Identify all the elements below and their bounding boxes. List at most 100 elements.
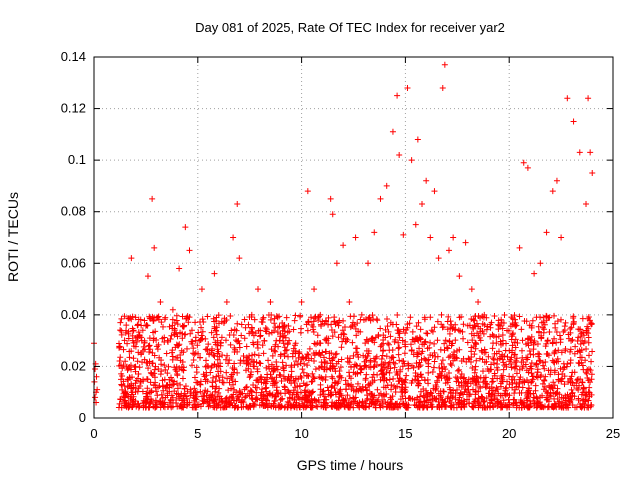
data-point — [549, 188, 556, 195]
data-point — [161, 334, 168, 341]
data-point — [260, 350, 267, 357]
data-point — [494, 366, 501, 373]
data-point — [403, 326, 410, 333]
data-point — [231, 365, 238, 372]
data-point — [236, 387, 243, 394]
data-point — [127, 395, 134, 402]
data-point — [379, 347, 386, 354]
data-point — [254, 366, 261, 373]
data-point — [168, 404, 175, 411]
data-point — [245, 365, 252, 372]
data-point — [341, 397, 348, 404]
data-point — [259, 386, 266, 393]
data-point — [438, 360, 445, 367]
data-point — [540, 318, 547, 325]
data-point — [199, 316, 206, 323]
data-point — [525, 387, 532, 394]
data-point — [436, 364, 443, 371]
data-point — [462, 239, 469, 246]
data-point — [370, 316, 377, 323]
data-point — [409, 336, 416, 343]
data-point — [483, 358, 490, 365]
data-point — [468, 344, 475, 351]
data-point — [506, 358, 513, 365]
data-point — [394, 383, 401, 390]
data-point — [446, 338, 453, 345]
data-point — [223, 316, 230, 323]
data-point — [523, 341, 530, 348]
data-point — [281, 352, 288, 359]
data-point — [276, 371, 283, 378]
data-point — [422, 338, 429, 345]
data-point — [195, 329, 202, 336]
data-point — [381, 392, 388, 399]
data-point — [541, 376, 548, 383]
data-point — [574, 377, 581, 384]
data-point — [222, 356, 229, 363]
data-point — [378, 341, 385, 348]
data-point — [578, 354, 585, 361]
data-point — [238, 321, 245, 328]
data-point — [192, 337, 199, 344]
data-point — [211, 361, 218, 368]
data-point — [309, 370, 316, 377]
data-point — [362, 375, 369, 382]
data-point — [266, 365, 273, 372]
data-point — [183, 395, 190, 402]
data-point — [431, 358, 438, 365]
data-point — [546, 314, 553, 321]
data-point — [350, 404, 357, 411]
data-point — [501, 312, 508, 319]
data-point — [362, 340, 369, 347]
data-point — [412, 369, 419, 376]
data-point — [241, 335, 248, 342]
data-point — [247, 387, 254, 394]
data-point — [259, 342, 266, 349]
data-point — [451, 327, 458, 334]
data-point — [123, 322, 130, 329]
data-point — [362, 400, 369, 407]
data-point — [498, 316, 505, 323]
data-point — [224, 375, 231, 382]
data-point — [502, 402, 509, 409]
data-point — [211, 404, 218, 411]
data-point — [357, 386, 364, 393]
data-point — [493, 340, 500, 347]
data-point — [404, 84, 411, 91]
data-point — [281, 383, 288, 390]
data-point — [184, 345, 191, 352]
data-point — [178, 397, 185, 404]
data-point — [240, 358, 247, 365]
data-point — [181, 322, 188, 329]
data-point — [296, 382, 303, 389]
x-tick-label: 15 — [398, 426, 412, 441]
data-point — [534, 369, 541, 376]
x-tick-label: 25 — [606, 426, 620, 441]
data-point — [557, 336, 564, 343]
data-point — [299, 366, 306, 373]
data-point — [567, 325, 574, 332]
data-point — [510, 330, 517, 337]
data-point — [423, 177, 430, 184]
data-point — [223, 369, 230, 376]
data-point — [218, 334, 225, 341]
data-point — [248, 311, 255, 318]
data-point — [186, 314, 193, 321]
data-point — [502, 361, 509, 368]
data-point — [222, 337, 229, 344]
data-point — [471, 398, 478, 405]
data-point — [362, 384, 369, 391]
data-point — [139, 327, 146, 334]
data-point — [191, 385, 198, 392]
data-point — [169, 316, 176, 323]
data-point — [134, 358, 141, 365]
data-point — [327, 195, 334, 202]
data-point — [501, 353, 508, 360]
data-point — [291, 379, 298, 386]
data-point — [583, 327, 590, 334]
data-point — [212, 388, 219, 395]
data-point — [149, 360, 156, 367]
data-point — [117, 354, 124, 361]
data-point — [498, 401, 505, 408]
data-point — [285, 322, 292, 329]
